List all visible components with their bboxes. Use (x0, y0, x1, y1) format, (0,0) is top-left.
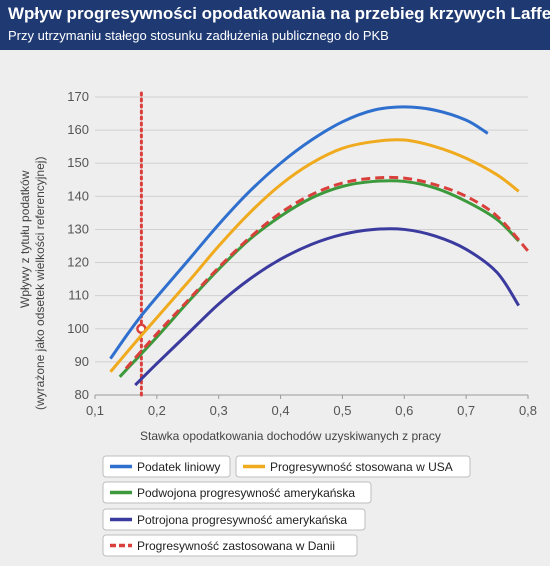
legend-item-label: Progresywność stosowana w USA (270, 460, 453, 474)
y-tick-label: 150 (67, 155, 89, 170)
x-tick-label: 0,8 (519, 403, 537, 418)
y-tick-label: 140 (67, 188, 89, 203)
x-tick-label: 0,1 (86, 403, 104, 418)
y-tick-label: 80 (75, 387, 89, 402)
y-axis-ticks: 80 90 100 110 120 130 140 150 160 170 (67, 89, 89, 402)
legend-item-label: Potrojona progresywność amerykańska (137, 513, 347, 527)
x-axis-label: Stawka opodatkowania dochodów uzyskiwany… (140, 429, 441, 443)
x-tick-label: 0,2 (148, 403, 166, 418)
chart-background (0, 50, 550, 566)
series-line-5 (124, 175, 530, 370)
chart-title: Wpływ progresywności opodatkowania na pr… (8, 4, 550, 23)
header-banner: Wpływ progresywności opodatkowania na pr… (0, 0, 550, 50)
legend-item-label: Podatek liniowy (137, 460, 220, 474)
chart-subtitle: Przy utrzymaniu stałego stosunku zadłuże… (8, 28, 389, 43)
series-line-3 (118, 179, 520, 378)
series-line-2 (109, 138, 520, 373)
legend-item-label: Podwojona progresywność amerykańska (137, 486, 355, 500)
x-tick-label: 0,4 (272, 403, 290, 418)
series-lines (109, 105, 530, 387)
y-tick-label: 100 (67, 321, 89, 336)
legend-item-box (102, 508, 366, 531)
x-tick-label: 0,6 (395, 403, 413, 418)
y-tick-label: 130 (67, 221, 89, 236)
legend-item-box (102, 481, 372, 504)
legend-item-label: Progresywność zastosowana w Danii (137, 539, 335, 553)
x-tick-label: 0,5 (333, 403, 351, 418)
y-axis-label-line-2: (wyrażone jako odsetek wielkości referen… (33, 157, 47, 410)
legend: Podatek liniowy Progresywność stosowana w… (102, 455, 471, 557)
y-tick-label: 160 (67, 122, 89, 137)
reference-line-group (136, 91, 147, 397)
y-tick-label: 170 (67, 89, 89, 104)
x-tick-label: 0,7 (457, 403, 475, 418)
legend-item-box (235, 455, 471, 478)
legend-item-box (102, 534, 358, 557)
y-tick-label: 120 (67, 255, 89, 270)
series-line-1 (109, 105, 489, 360)
x-axis-ticks: 0,1 0,2 0,3 0,4 0,5 0,6 0,7 0,8 (86, 395, 537, 418)
y-tick-label: 90 (75, 354, 89, 369)
series-line-4 (134, 227, 520, 387)
y-axis-label-line-1: Wpływy z tytułu podatków (18, 170, 32, 308)
x-tick-label: 0,3 (210, 403, 228, 418)
legend-item-box (102, 455, 231, 478)
y-tick-label: 110 (68, 288, 89, 303)
